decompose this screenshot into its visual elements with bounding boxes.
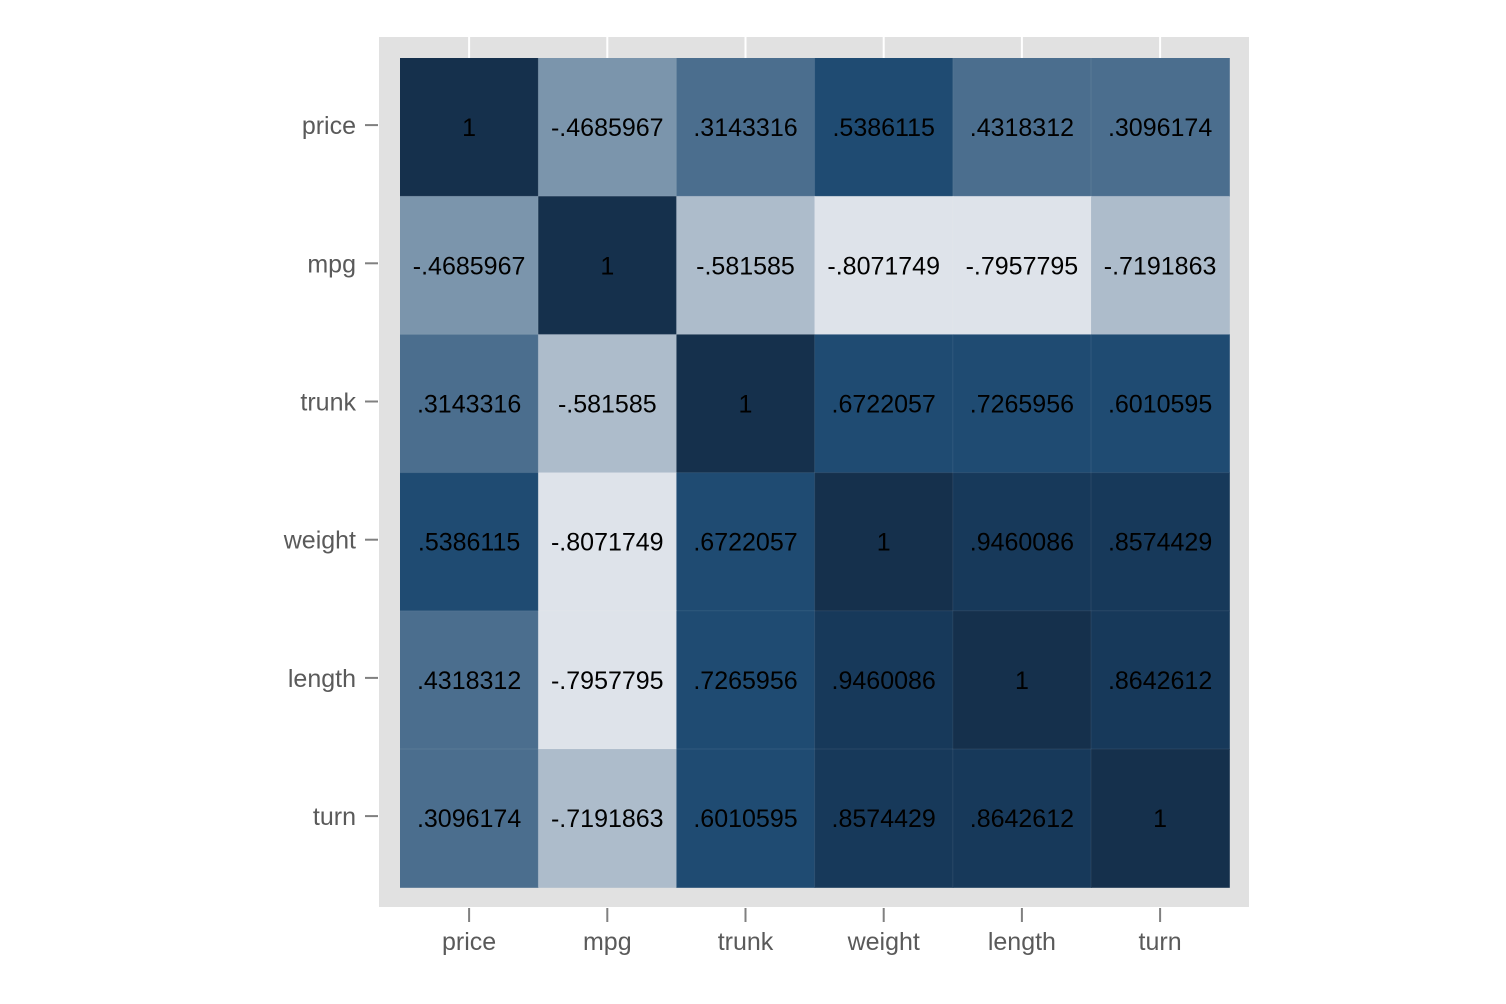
heatmap-cell-mpg-turn <box>1091 196 1230 335</box>
x-axis: price mpg trunk weight length turn <box>442 908 1182 956</box>
cell-value-label: .4318312 <box>970 114 1074 142</box>
cell-value-labels: 1 -.4685967 .3143316 .5386115 .4318312 .30961… <box>413 114 1217 833</box>
heatmap-cell-turn-length <box>952 749 1092 888</box>
cell-value-label: .3096174 <box>1108 114 1212 142</box>
heatmap-cell-price-trunk <box>676 58 816 197</box>
heatmap-cell-weight-weight <box>814 472 954 612</box>
y-tick-label: turn <box>313 803 356 831</box>
heatmap-cell-price-weight <box>814 58 954 197</box>
cell-value-label: .3143316 <box>417 391 521 419</box>
cell-value-label: .6010595 <box>1108 391 1212 419</box>
heatmap-cell-length-mpg <box>538 610 677 750</box>
cell-value-label: .9460086 <box>832 667 936 695</box>
heatmap-cell-mpg-weight <box>814 196 954 335</box>
heatmap-cell-turn-trunk <box>676 749 816 888</box>
heatmap-cell-length-trunk <box>676 610 816 750</box>
x-tick-label: turn <box>1139 928 1182 956</box>
x-tick-label: price <box>442 928 496 956</box>
heatmap-cell-trunk-trunk <box>676 334 816 474</box>
heatmap-cell-weight-trunk <box>676 472 816 612</box>
heatmap-cell-length-weight <box>814 610 954 750</box>
y-tick-label: length <box>288 665 356 693</box>
heatmap-cell-mpg-length <box>952 196 1092 335</box>
cell-value-label: -.8071749 <box>827 252 940 280</box>
heatmap-cell-turn-mpg <box>538 749 677 888</box>
heatmap-cell-turn-turn <box>1091 749 1230 888</box>
heatmap-cell-price-price <box>400 58 539 197</box>
heatmap-cell-trunk-length <box>952 334 1092 474</box>
x-tick-label: weight <box>847 928 920 956</box>
cell-value-label: .9460086 <box>970 529 1074 557</box>
heatmap-cell-trunk-mpg <box>538 334 677 474</box>
heatmap-cell-price-mpg <box>538 58 677 197</box>
heatmap-cell-mpg-price <box>400 196 539 335</box>
heatmap-cell-weight-mpg <box>538 472 677 612</box>
cell-value-label: -.7957795 <box>966 252 1079 280</box>
heatmap-cell-mpg-trunk <box>676 196 816 335</box>
cell-value-label: 1 <box>1153 805 1167 833</box>
cell-value-label: -.7191863 <box>1104 252 1217 280</box>
cell-value-label: -.7957795 <box>551 667 664 695</box>
heatmap-cell-mpg-mpg <box>538 196 677 335</box>
y-tick-label: trunk <box>300 389 356 417</box>
cell-value-label: 1 <box>739 391 753 419</box>
cell-value-label: 1 <box>1015 667 1029 695</box>
heatmap-cell-length-price <box>400 610 539 750</box>
cell-value-label: .5386115 <box>418 529 520 557</box>
cell-value-label: -.581585 <box>558 391 657 419</box>
heatmap-cell-weight-price <box>400 472 539 612</box>
cell-value-label: -.7191863 <box>551 805 664 833</box>
cell-value-label: .3096174 <box>417 805 521 833</box>
heatmap-cell-weight-turn <box>1091 472 1230 612</box>
x-tick-label: trunk <box>718 928 774 956</box>
y-tick-label: weight <box>283 527 356 555</box>
cell-value-label: .3143316 <box>693 114 797 142</box>
heatmap-cell-price-length <box>952 58 1092 197</box>
heatmap-cell-weight-length <box>952 472 1092 612</box>
heatmap-cell-length-length <box>952 610 1092 750</box>
x-tick-label: length <box>988 928 1056 956</box>
heatmap-cell-trunk-weight <box>814 334 954 474</box>
cell-value-label: -.581585 <box>696 252 795 280</box>
cell-value-label: -.4685967 <box>413 252 526 280</box>
cell-value-label: .8642612 <box>1108 667 1212 695</box>
cell-value-label: .7265956 <box>693 667 797 695</box>
heatmap-cell-turn-price <box>400 749 539 888</box>
cell-value-label: 1 <box>600 252 614 280</box>
cell-value-label: .7265956 <box>970 391 1074 419</box>
heatmap-cell-length-turn <box>1091 610 1230 750</box>
cell-value-label: 1 <box>877 529 891 557</box>
heatmap-cells <box>400 58 1230 888</box>
cell-value-label: .5386115 <box>832 114 934 142</box>
cell-value-label: .8574429 <box>1108 529 1212 557</box>
heatmap-cell-trunk-price <box>400 334 539 474</box>
y-tick-label: mpg <box>307 250 356 278</box>
top-axis-ticks <box>468 37 1162 58</box>
cell-value-label: 1 <box>462 114 476 142</box>
heatmap-cell-trunk-turn <box>1091 334 1230 474</box>
cell-value-label: .8642612 <box>970 805 1074 833</box>
cell-value-label: -.4685967 <box>551 114 664 142</box>
y-axis: price mpg trunk weight length turn <box>283 112 378 831</box>
cell-value-label: .6722057 <box>693 529 797 557</box>
heatmap-cell-turn-weight <box>814 749 954 888</box>
x-tick-label: mpg <box>583 928 632 956</box>
y-tick-label: price <box>302 112 356 140</box>
cell-value-label: .6010595 <box>693 805 797 833</box>
cell-value-label: .4318312 <box>417 667 521 695</box>
cell-value-label: .6722057 <box>832 391 936 419</box>
cell-value-label: -.8071749 <box>551 529 664 557</box>
cell-value-label: .8574429 <box>832 805 936 833</box>
heatmap-cell-price-turn <box>1091 58 1230 197</box>
